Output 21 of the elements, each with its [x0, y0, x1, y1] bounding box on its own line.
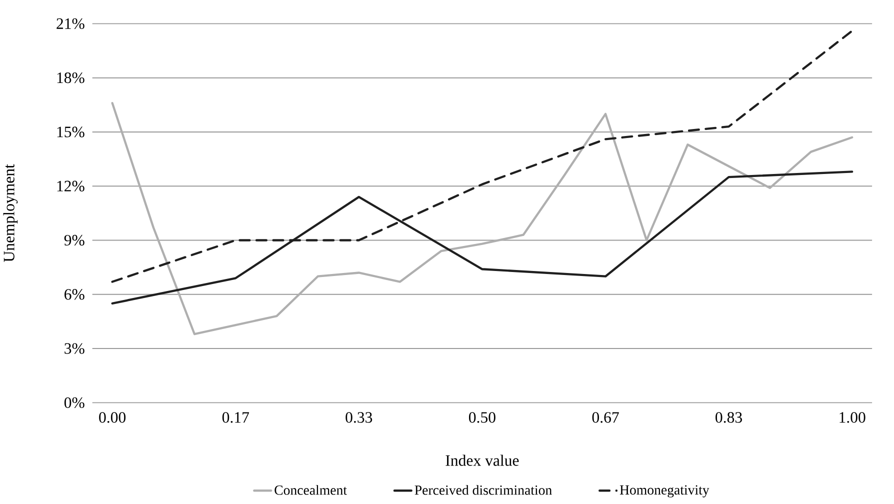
x-tick-label: 0.17 — [222, 412, 249, 423]
y-tick-label: 21% — [56, 18, 84, 29]
y-tick-label: 3% — [64, 343, 84, 354]
x-tick-label: 1.00 — [840, 412, 866, 423]
y-axis-title: Unemployment — [3, 164, 18, 262]
y-tick-label: 15% — [57, 126, 84, 138]
x-tick-label: 0.67 — [592, 412, 619, 423]
line-series — [111, 102, 854, 336]
x-tick-label: 0.50 — [468, 412, 496, 423]
y-tick-label: 18% — [57, 72, 84, 84]
legend-label: Perceived discrimination — [414, 484, 552, 495]
legend-label: Concealment — [274, 484, 347, 495]
x-tick-label: 0.00 — [99, 412, 126, 423]
y-tick-label: 6% — [64, 288, 84, 300]
y-tick-label: 0% — [64, 397, 84, 408]
x-tick-label: 0.33 — [346, 412, 372, 423]
y-tick-label: 9% — [64, 234, 84, 246]
x-axis-title: Index value — [446, 454, 519, 466]
x-tick-label: 0.83 — [716, 412, 742, 423]
legend-label: Homonegativity — [620, 485, 710, 498]
y-tick-label: 12% — [57, 180, 84, 192]
